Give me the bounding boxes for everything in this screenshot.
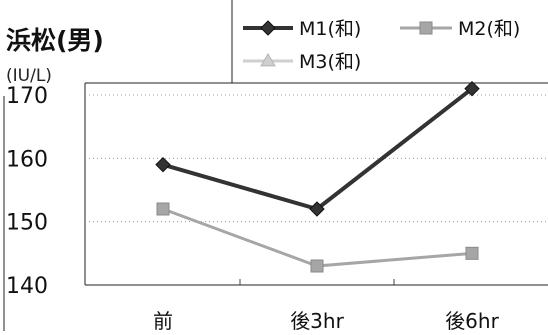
data-point-series-1 (464, 80, 480, 97)
legend: M1(和) M2(和) M3(和) (231, 0, 520, 83)
legend-marker-1 (260, 20, 276, 36)
plot-area: 140 150 160 170 前 後3hr 後6hr (3, 80, 548, 333)
unit-label: (IU/L) (6, 66, 52, 86)
data-point-series-1 (155, 156, 171, 173)
legend-marker-3 (260, 53, 276, 67)
x-tick-label: 後6hr (445, 309, 499, 331)
y-tick-label: 140 (6, 274, 48, 299)
legend-marker-2 (419, 21, 433, 35)
y-tick-label: 170 (6, 84, 48, 109)
data-point-series-1 (309, 201, 325, 217)
y-tick-label: 150 (6, 211, 48, 236)
data-point-series-2 (310, 259, 324, 273)
chart-title: 浜松(男) (6, 26, 104, 55)
series-line-2 (162, 207, 473, 268)
legend-label-3: M3(和) (299, 51, 361, 73)
legend-label-2: M2(和) (458, 18, 520, 40)
series-line-1 (162, 87, 474, 211)
data-point-series-2 (156, 202, 170, 216)
x-tick-label: 後3hr (290, 309, 344, 331)
y-tick-label: 160 (6, 147, 48, 172)
legend-label-1: M1(和) (299, 18, 361, 40)
data-point-series-2 (465, 246, 479, 260)
x-tick-label: 前 (153, 309, 173, 331)
